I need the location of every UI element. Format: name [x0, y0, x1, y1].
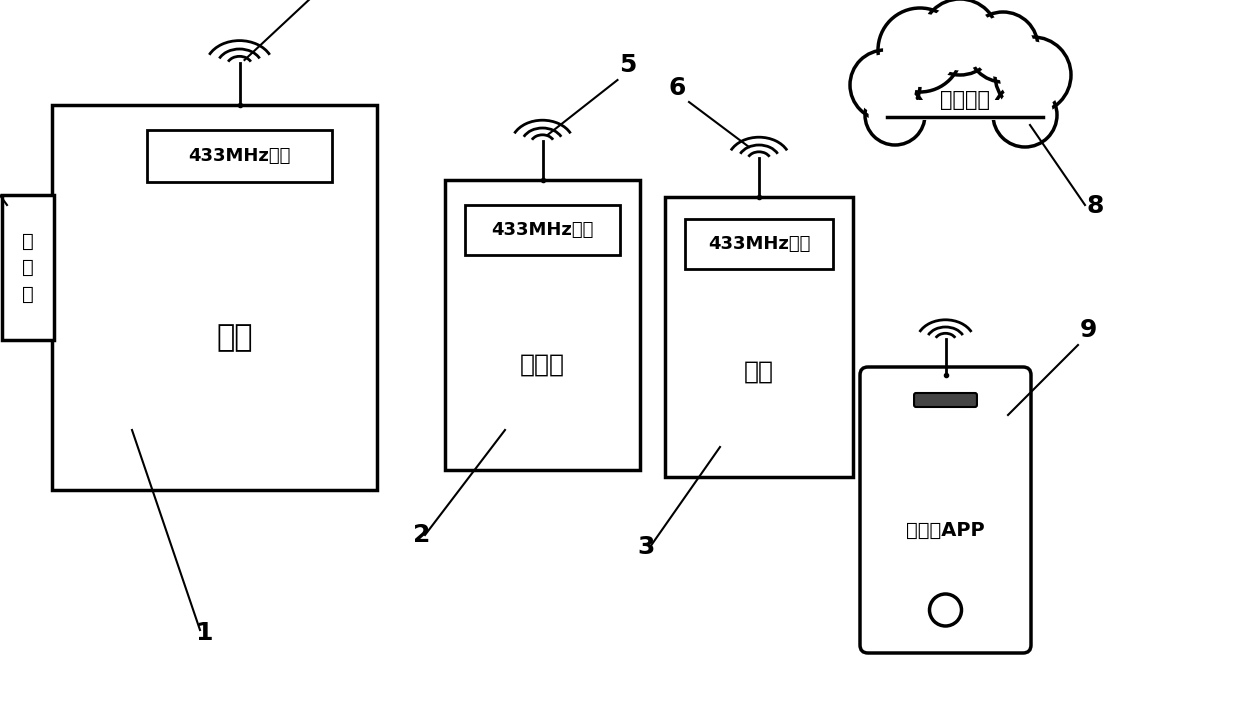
- Circle shape: [854, 54, 916, 115]
- Circle shape: [926, 4, 993, 70]
- Text: 433MHz无线: 433MHz无线: [491, 221, 594, 239]
- FancyBboxPatch shape: [861, 367, 1030, 653]
- FancyBboxPatch shape: [914, 393, 977, 407]
- Circle shape: [923, 0, 998, 75]
- Circle shape: [999, 42, 1066, 108]
- Text: 9: 9: [1080, 318, 1097, 342]
- Text: 5: 5: [620, 53, 637, 77]
- Text: 以
太
网: 以 太 网: [22, 232, 33, 303]
- Text: 中继器: 中继器: [520, 353, 565, 377]
- Text: 云服务器: 云服务器: [940, 90, 990, 110]
- Text: 节点: 节点: [744, 360, 774, 384]
- Circle shape: [994, 37, 1071, 113]
- Bar: [2, 195, 55, 340]
- Circle shape: [878, 8, 962, 92]
- Bar: [887, 90, 1043, 120]
- Circle shape: [868, 89, 921, 142]
- Circle shape: [993, 83, 1056, 147]
- Text: 客户端APP: 客户端APP: [906, 520, 985, 539]
- Circle shape: [972, 16, 1034, 78]
- Circle shape: [997, 87, 1053, 143]
- Bar: [52, 105, 377, 490]
- Circle shape: [883, 13, 957, 87]
- Bar: [665, 197, 853, 477]
- Text: 1: 1: [195, 621, 212, 645]
- Bar: [895, 100, 1035, 120]
- Text: 433MHz无线: 433MHz无线: [188, 147, 290, 165]
- Text: 3: 3: [637, 535, 655, 559]
- Circle shape: [849, 50, 920, 120]
- Bar: [684, 219, 833, 269]
- Bar: [148, 130, 332, 182]
- Text: 433MHz无线: 433MHz无线: [708, 235, 810, 253]
- Bar: [465, 205, 620, 255]
- Text: 8: 8: [1087, 194, 1105, 218]
- Bar: [445, 180, 640, 470]
- Circle shape: [866, 85, 925, 145]
- Text: 2: 2: [413, 523, 430, 547]
- Text: 主机: 主机: [216, 323, 253, 352]
- Text: 6: 6: [670, 76, 687, 100]
- Circle shape: [968, 12, 1038, 82]
